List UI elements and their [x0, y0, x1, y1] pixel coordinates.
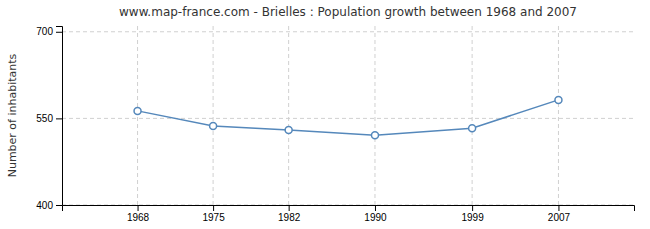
chart: 1968 1975 1982 1990 1999 2007 400 550 700 www.map… — [0, 0, 650, 229]
grid-line-x — [288, 26, 289, 205]
series — [134, 96, 562, 138]
x-tick: 1982 — [278, 205, 301, 223]
title: www.map-france.com - Brielles : Populati… — [119, 5, 577, 19]
grid — [62, 26, 634, 205]
x-tick: 1968 — [127, 205, 150, 223]
y-tick: 400 — [36, 200, 62, 211]
y-tick: 700 — [36, 26, 62, 37]
x-tick: 2007 — [548, 205, 571, 223]
x-tick-label: 1975 — [202, 212, 225, 223]
y-tick-label: 400 — [36, 200, 53, 211]
x-tick: 1999 — [461, 205, 484, 223]
grid-line-x — [137, 26, 138, 205]
y-axis-line — [56, 27, 63, 206]
x-tick-label: 2007 — [548, 212, 571, 223]
grid-line-x — [213, 26, 214, 205]
grid-line-x — [472, 26, 473, 205]
line — [138, 100, 559, 135]
x-tick-mark — [472, 205, 473, 211]
x-tick-mark — [375, 205, 376, 211]
point — [371, 132, 378, 139]
grid-line-y — [62, 31, 634, 32]
x-axis: 1968 1975 1982 1990 1999 2007 — [63, 205, 635, 223]
x-tick-mark — [138, 205, 139, 211]
y-axis-title: Number of inhabitants — [6, 53, 19, 177]
x-tick-label: 1968 — [127, 212, 150, 223]
point — [210, 122, 217, 129]
x-tick-label: 1990 — [364, 212, 387, 223]
x-tick: 1990 — [364, 205, 387, 223]
grid-line-x — [374, 26, 375, 205]
x-tick-label: 1999 — [461, 212, 484, 223]
y-tick-mark — [56, 118, 62, 119]
grid-line-y — [62, 118, 634, 119]
x-tick-mark — [213, 205, 214, 211]
point — [469, 125, 476, 132]
x-tick: 1975 — [202, 205, 225, 223]
y-tick-mark — [56, 205, 62, 206]
y-tick: 550 — [36, 113, 62, 124]
point — [134, 107, 141, 114]
x-tick-label: 1982 — [278, 212, 301, 223]
y-tick-label: 700 — [36, 26, 53, 37]
y-tick-mark — [56, 32, 62, 33]
plot-area: 1968 1975 1982 1990 1999 2007 400 550 700 — [36, 26, 634, 223]
point — [285, 126, 292, 133]
grid-line-x — [558, 26, 559, 205]
y-tick-label: 550 — [36, 113, 53, 124]
x-tick-mark — [289, 205, 290, 211]
point — [555, 96, 562, 103]
x-tick-mark — [558, 205, 559, 211]
x-axis-line — [63, 206, 635, 212]
y-axis: 400 550 700 — [36, 26, 62, 210]
